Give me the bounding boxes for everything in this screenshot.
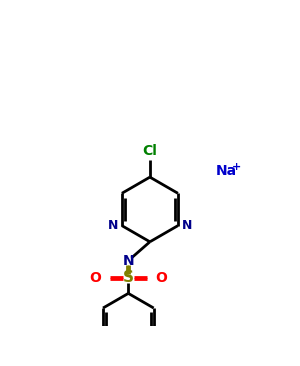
- Text: +: +: [232, 162, 242, 172]
- Text: N: N: [108, 219, 118, 232]
- Text: N: N: [122, 254, 134, 268]
- Text: Na: Na: [215, 164, 236, 178]
- Text: Cl: Cl: [142, 144, 157, 158]
- Text: NH₂: NH₂: [114, 365, 143, 366]
- Text: N: N: [182, 219, 192, 232]
- Text: S: S: [123, 270, 134, 285]
- Text: O: O: [155, 271, 167, 285]
- Text: O: O: [89, 271, 101, 285]
